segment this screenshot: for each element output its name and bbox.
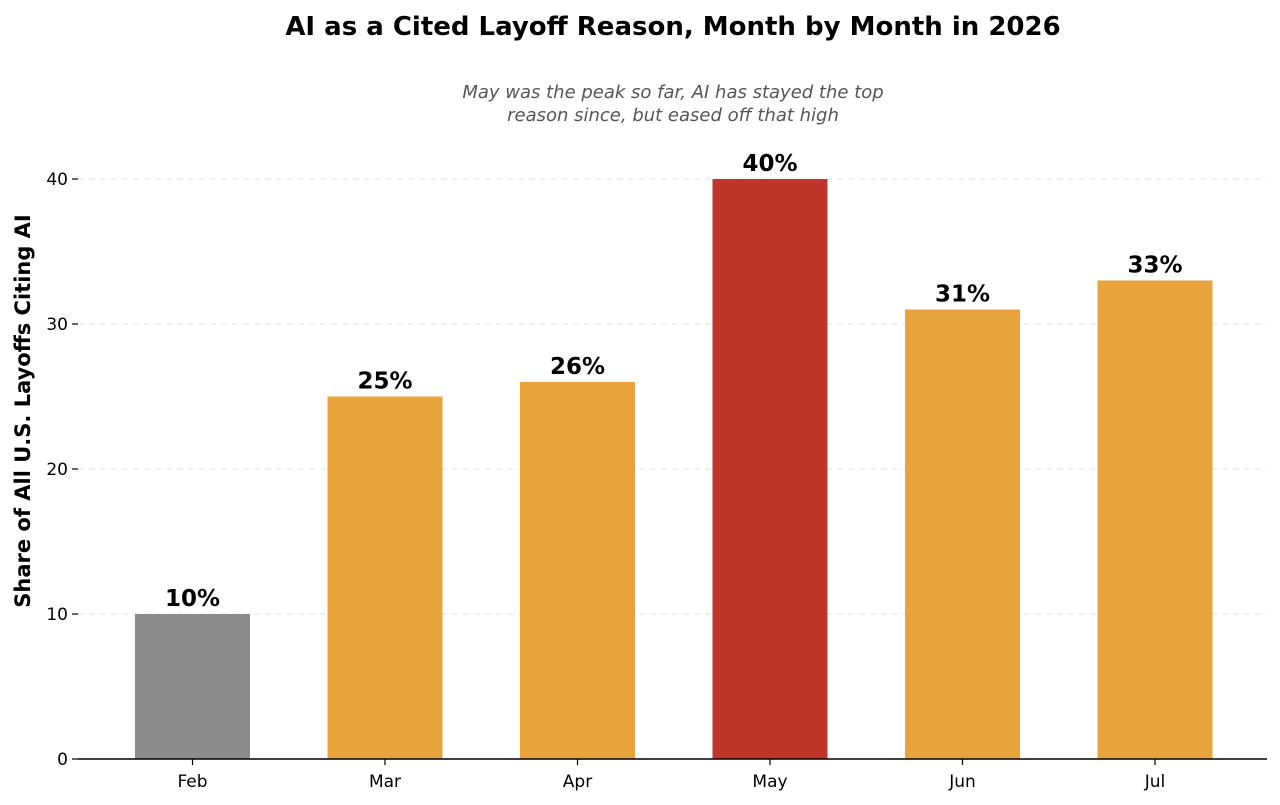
y-tick-label: 10 (46, 605, 68, 625)
x-tick-label-may: May (752, 772, 787, 792)
data-label-apr: 26% (550, 354, 605, 380)
x-tick-label-jun: Jun (948, 772, 976, 792)
bar-jul (1097, 280, 1213, 759)
axes: 0 10 20 30 40 Feb Mar Apr May Jun Jul (46, 170, 1267, 792)
x-tick-label-jul: Jul (1144, 772, 1166, 792)
x-tick-label-mar: Mar (369, 772, 401, 792)
bar-mar (327, 396, 443, 759)
data-label-jun: 31% (935, 282, 990, 308)
chart-subtitle-line-2: reason since, but eased off that high (507, 105, 839, 126)
grid-lines (78, 178, 1267, 615)
data-label-mar: 25% (357, 369, 412, 395)
y-tick-label: 40 (46, 170, 68, 190)
data-label-jul: 33% (1127, 253, 1182, 279)
y-tick-label: 20 (46, 460, 68, 480)
bar-jun (905, 309, 1020, 759)
bar-feb (135, 614, 250, 759)
y-tick-label: 30 (46, 315, 68, 335)
data-label-may: 40% (742, 151, 797, 177)
y-tick-label: 0 (57, 750, 68, 770)
bars: 10% 25% 26% 40% 31% 33% (135, 151, 1213, 759)
x-tick-label-feb: Feb (177, 772, 207, 792)
bar-may (712, 179, 828, 759)
chart-subtitle-line-1: May was the peak so far, AI has stayed t… (462, 82, 883, 103)
y-axis-label: Share of All U.S. Layoffs Citing AI (11, 214, 35, 607)
chart-title: AI as a Cited Layoff Reason, Month by Mo… (285, 12, 1060, 42)
data-label-feb: 10% (165, 586, 220, 612)
bar-apr (520, 382, 635, 759)
x-tick-label-apr: Apr (563, 772, 592, 792)
